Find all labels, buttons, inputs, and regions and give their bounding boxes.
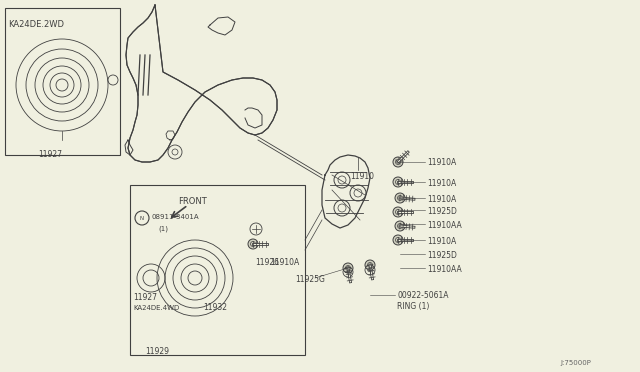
Circle shape	[343, 263, 353, 273]
Text: 00922-5061A: 00922-5061A	[397, 291, 449, 300]
Text: 11926: 11926	[255, 258, 279, 267]
Polygon shape	[322, 155, 370, 228]
Text: 11910A: 11910A	[427, 195, 456, 204]
Circle shape	[393, 207, 403, 217]
Text: 11910A: 11910A	[427, 237, 456, 246]
Text: 11910A: 11910A	[270, 258, 300, 267]
Text: 11910AA: 11910AA	[427, 265, 461, 274]
Bar	[130, 185, 305, 355]
Text: 11925D: 11925D	[427, 251, 457, 260]
Circle shape	[365, 260, 375, 270]
Circle shape	[248, 239, 258, 249]
Text: 08911-3401A: 08911-3401A	[151, 214, 198, 220]
Circle shape	[393, 157, 403, 167]
Text: RING (1): RING (1)	[397, 302, 429, 311]
Text: KA24DE.2WD: KA24DE.2WD	[8, 20, 64, 29]
Text: 11927: 11927	[133, 293, 157, 302]
Text: N: N	[140, 215, 144, 221]
Text: 11910A: 11910A	[427, 179, 456, 188]
Text: 11932: 11932	[203, 303, 227, 312]
Circle shape	[395, 193, 405, 203]
Text: 11927: 11927	[38, 150, 62, 159]
Text: J:75000P: J:75000P	[560, 360, 591, 366]
Text: 11910A: 11910A	[427, 158, 456, 167]
Bar	[5, 8, 120, 155]
Text: 11910AA: 11910AA	[427, 221, 461, 230]
Text: 11925G: 11925G	[295, 275, 325, 284]
Text: FRONT: FRONT	[178, 197, 207, 206]
Polygon shape	[126, 5, 277, 162]
Circle shape	[393, 235, 403, 245]
Text: 11925D: 11925D	[427, 207, 457, 216]
Circle shape	[393, 177, 403, 187]
Text: (1): (1)	[158, 225, 168, 231]
Text: 11929: 11929	[145, 347, 169, 356]
Text: KA24DE.4WD: KA24DE.4WD	[133, 305, 179, 311]
Text: 11910: 11910	[350, 172, 374, 181]
Circle shape	[395, 221, 405, 231]
